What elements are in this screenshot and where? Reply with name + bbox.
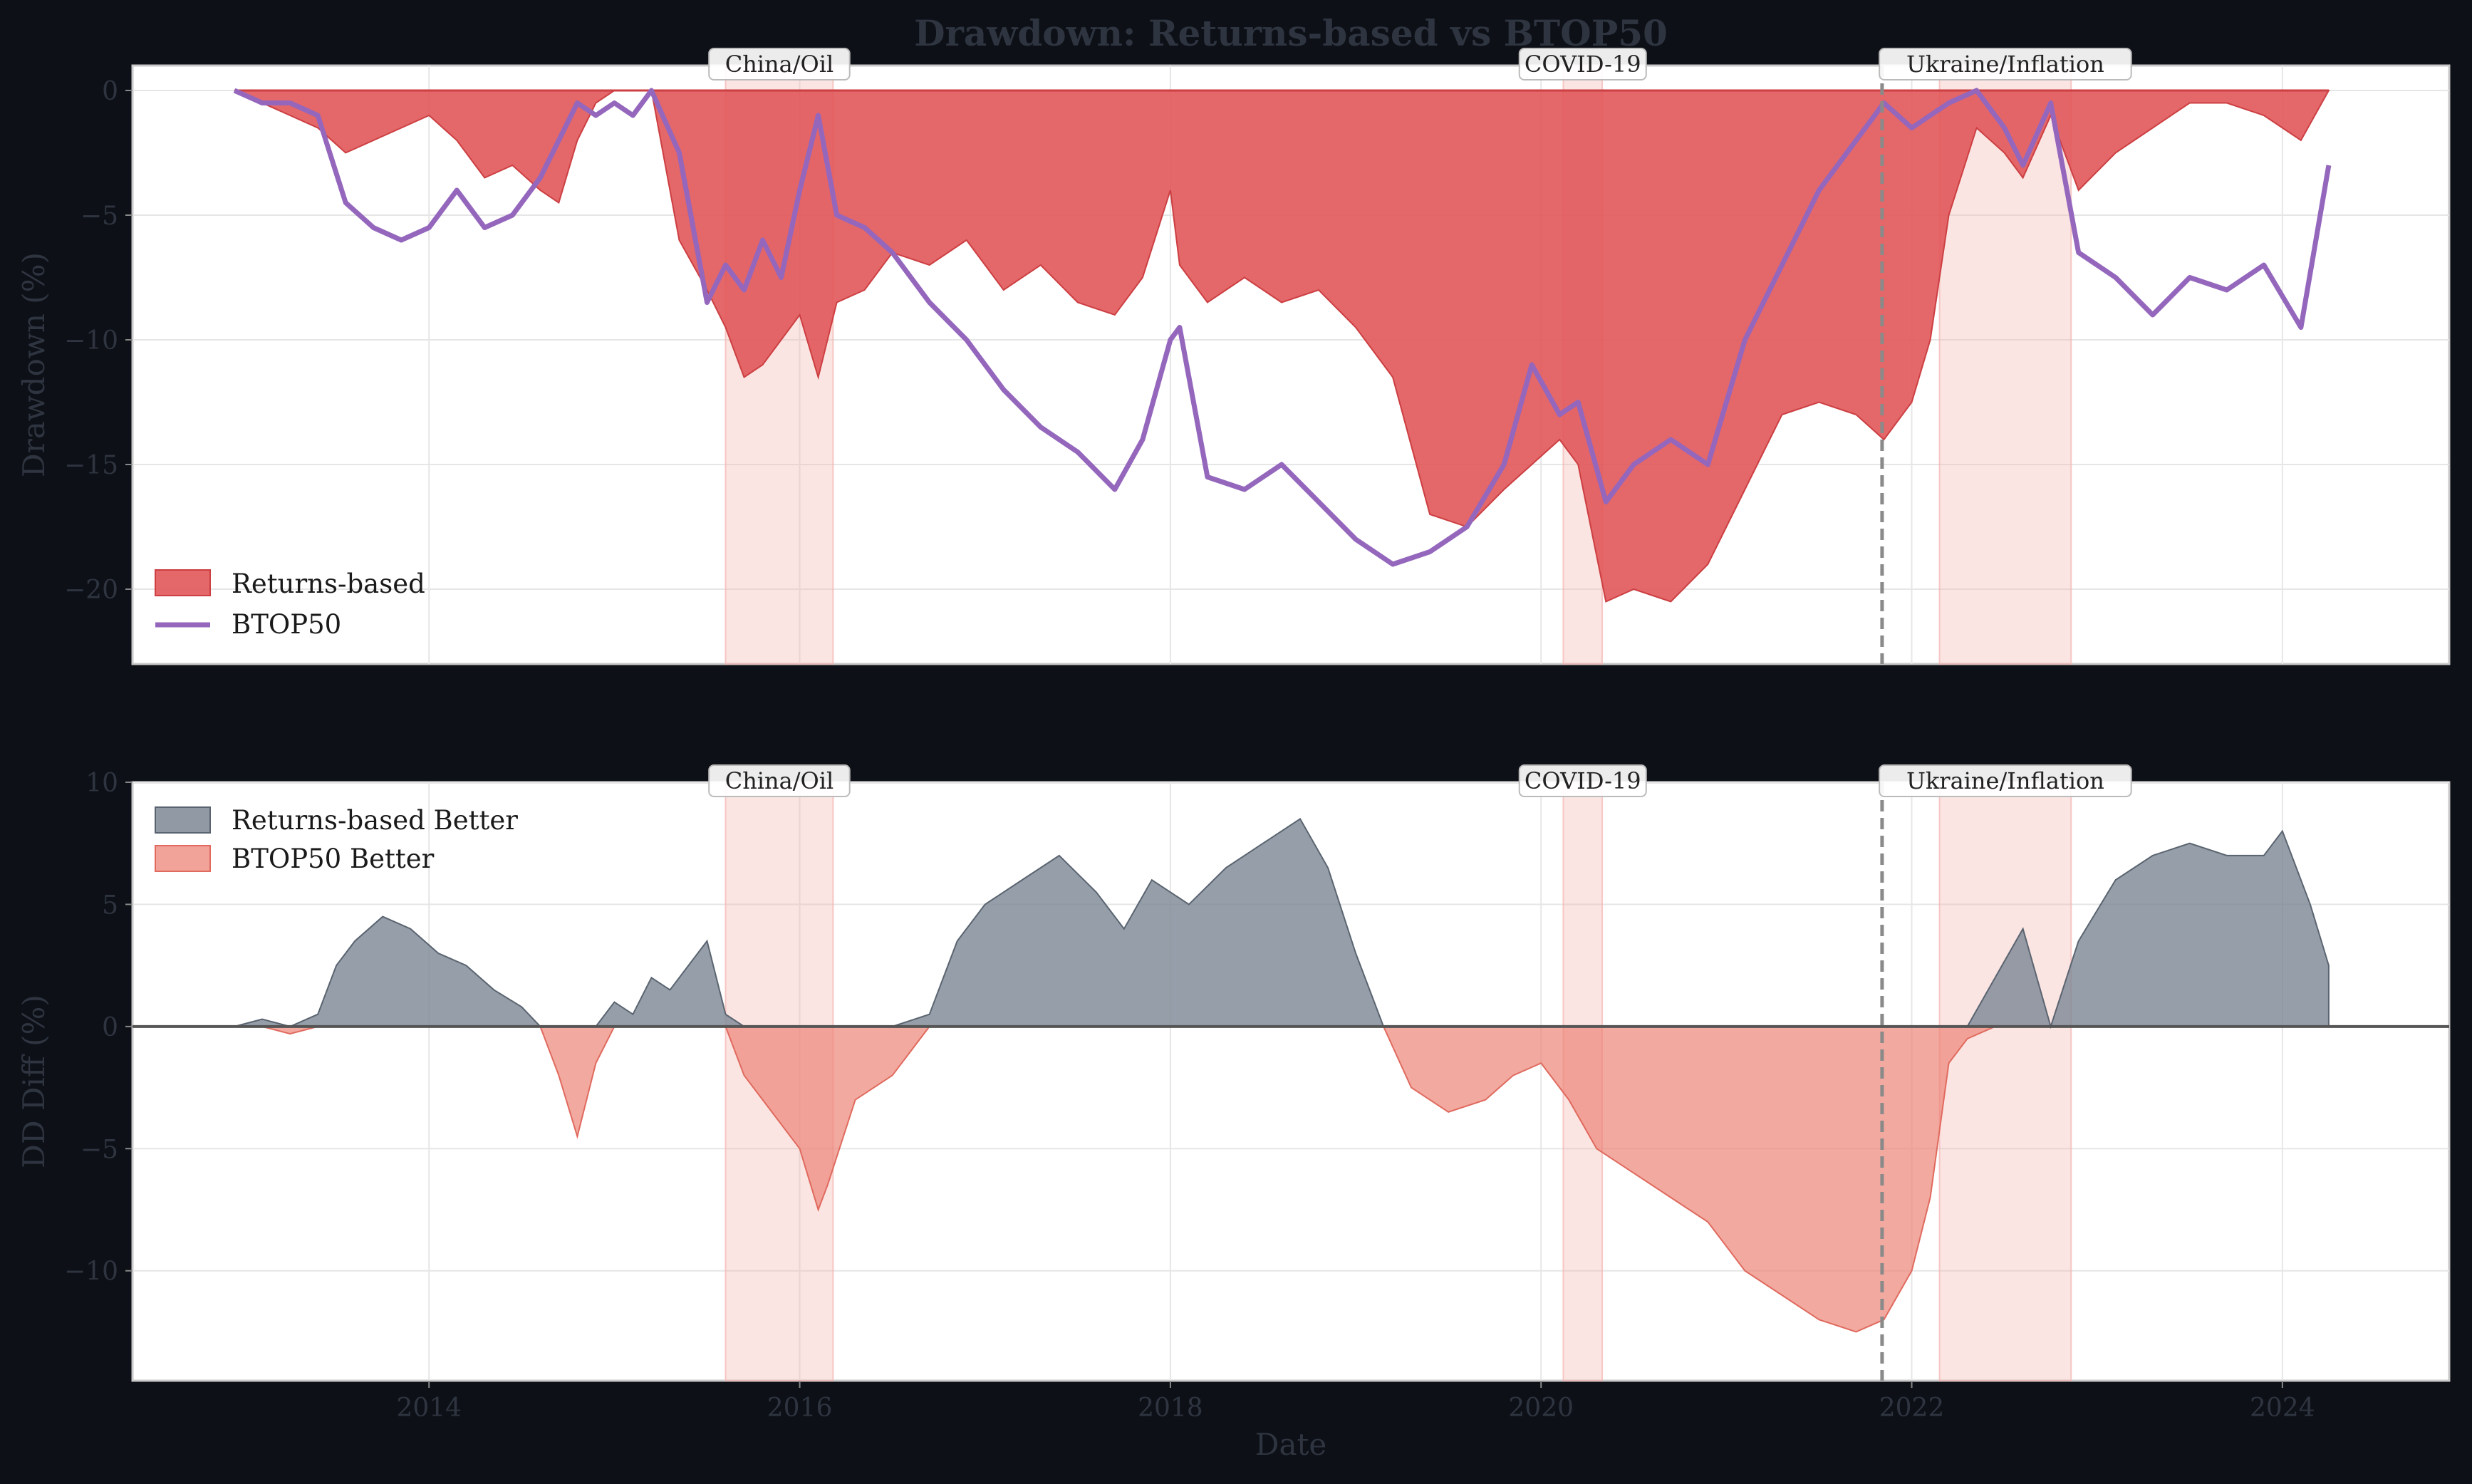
x-tick-label: 2022 xyxy=(1879,1394,1945,1423)
event-span xyxy=(1938,782,2072,1381)
x-ticks: 2014 2016 2018 2020 2022 2024 xyxy=(396,1381,2315,1423)
event-label-box xyxy=(708,48,851,81)
drawdown-y-ticks: 0 −5 −10 −15 −20 xyxy=(64,77,133,605)
drawdown-legend: Returns-based BTOP50 xyxy=(155,569,425,640)
x-axis-label: Date xyxy=(1255,1427,1326,1462)
dd-diff-event-spans xyxy=(725,782,2072,1381)
legend-label-btop50-better: BTOP50 Better xyxy=(232,844,435,874)
event-label-box xyxy=(708,764,851,797)
dd-diff-y-ticks: 10 5 0 −5 −10 xyxy=(64,769,133,1287)
y-tick-label: −10 xyxy=(64,1257,118,1287)
y-tick-label: 10 xyxy=(85,769,118,798)
event-label-box xyxy=(1518,764,1647,797)
y-tick-label: −15 xyxy=(64,451,118,480)
y-tick-label: −5 xyxy=(81,202,118,231)
x-tick-label: 2016 xyxy=(767,1394,833,1423)
legend-swatch-returns-based xyxy=(155,569,211,596)
event-label: China/Oil xyxy=(725,767,834,794)
dd-diff-event-labels: China/Oil COVID-19 Ukraine/Inflation xyxy=(708,764,2132,797)
event-label-box xyxy=(1879,764,2132,797)
y-tick-label: −20 xyxy=(64,576,118,605)
dd-diff-y-axis-label: DD Diff (%) xyxy=(16,995,51,1168)
x-tick-label: 2024 xyxy=(2250,1394,2315,1423)
dd-diff-panel: China/Oil COVID-19 Ukraine/Inflation 10 5 0 −… xyxy=(16,764,2451,1462)
drawdown-y-axis-label: Drawdown (%) xyxy=(16,252,51,477)
y-tick-label: −10 xyxy=(64,326,118,356)
legend-label-returns-based-better: Returns-based Better xyxy=(232,805,518,836)
legend-label-btop50: BTOP50 xyxy=(232,609,341,640)
dd-diff-series xyxy=(133,818,2449,1333)
btop50-drawdown-line xyxy=(233,88,2332,567)
event-label: COVID-19 xyxy=(1525,51,1641,78)
y-tick-label: 5 xyxy=(102,891,118,920)
event-label: China/Oil xyxy=(725,51,834,78)
event-label: Ukraine/Inflation xyxy=(1906,767,2104,794)
event-label: Ukraine/Inflation xyxy=(1906,51,2104,78)
x-tick-label: 2020 xyxy=(1508,1394,1574,1423)
event-label-box xyxy=(1518,48,1647,81)
drawdown-series xyxy=(233,88,2332,603)
y-tick-label: 0 xyxy=(102,77,118,106)
x-tick-label: 2014 xyxy=(396,1394,462,1423)
event-label: COVID-19 xyxy=(1525,767,1641,794)
drawdown-panel: China/Oil COVID-19 Ukraine/Inflation 0 −5 −1… xyxy=(16,48,2451,665)
dd-diff-legend: Returns-based Better BTOP50 Better xyxy=(155,805,518,874)
legend-swatch-btop50-better xyxy=(155,845,211,872)
drawdown-event-labels: China/Oil COVID-19 Ukraine/Inflation xyxy=(708,48,2132,81)
x-tick-label: 2018 xyxy=(1138,1394,1203,1423)
y-tick-label: −5 xyxy=(81,1135,118,1164)
y-tick-label: 0 xyxy=(102,1013,118,1042)
legend-label-returns-based: Returns-based xyxy=(232,569,425,599)
chart-title: Drawdown: Returns-based vs BTOP50 xyxy=(914,12,1668,54)
event-label-box xyxy=(1879,48,2132,81)
legend-swatch-returns-based-better xyxy=(155,806,211,834)
